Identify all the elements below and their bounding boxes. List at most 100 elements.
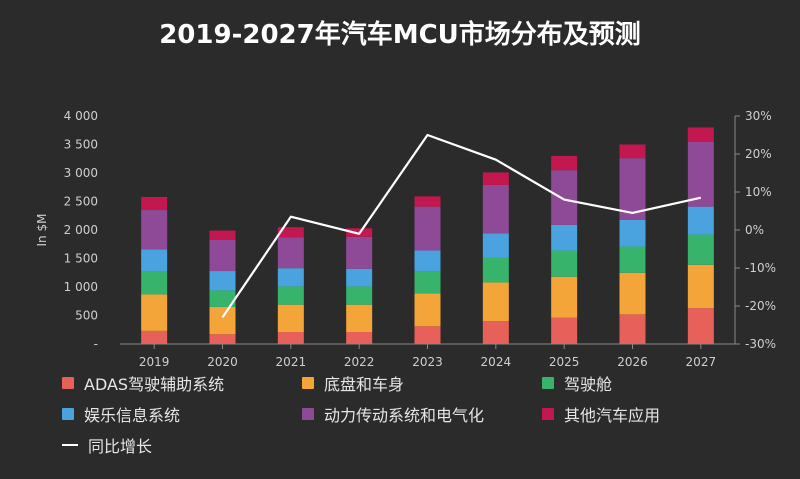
bar-6 bbox=[209, 230, 236, 240]
legend-item: ADAS驾驶辅助系统 bbox=[62, 372, 302, 394]
x-tick-label: 2020 bbox=[207, 355, 238, 369]
legend-swatch bbox=[542, 377, 554, 389]
bar-4 bbox=[551, 224, 578, 251]
bar-6 bbox=[482, 172, 509, 185]
bar-6 bbox=[619, 144, 646, 159]
legend-item: 底盘和车身 bbox=[302, 372, 542, 394]
y-tick-label: 2 000 bbox=[64, 223, 98, 237]
bar-2 bbox=[209, 306, 236, 335]
x-tick-label: 2027 bbox=[686, 355, 717, 369]
legend-label: 同比增长 bbox=[88, 437, 153, 456]
legend-swatch bbox=[302, 377, 314, 389]
bar-4 bbox=[687, 206, 714, 235]
bar-5 bbox=[482, 184, 509, 234]
chart-title: 2019-2027年汽车MCU市场分布及预测 bbox=[159, 20, 641, 50]
y2-tick-label: 0% bbox=[745, 223, 764, 237]
legend-item: 同比增长 bbox=[62, 434, 302, 456]
bar-1 bbox=[209, 334, 236, 344]
bar-2 bbox=[619, 272, 646, 315]
bar-5 bbox=[209, 239, 236, 272]
bar-5 bbox=[619, 158, 646, 220]
legend-item: 娱乐信息系统 bbox=[62, 403, 302, 425]
bar-3 bbox=[346, 286, 373, 305]
bar-2 bbox=[687, 264, 714, 309]
growth-line bbox=[221, 133, 702, 319]
bar-3 bbox=[209, 290, 236, 307]
legend-item: 动力传动系统和电气化 bbox=[302, 403, 542, 425]
bar-2 bbox=[551, 276, 578, 318]
bar-4 bbox=[346, 268, 373, 287]
bar-4 bbox=[141, 249, 168, 272]
bar-5 bbox=[141, 210, 168, 250]
y-tick-label: 4 000 bbox=[64, 109, 98, 123]
legend-swatch bbox=[542, 408, 554, 420]
bar-4 bbox=[209, 271, 236, 291]
legend-label: 驾驶舱 bbox=[564, 375, 613, 394]
bar-3 bbox=[551, 250, 578, 277]
x-tick-label: 2026 bbox=[617, 355, 648, 369]
y2-tick-label: 10% bbox=[745, 185, 772, 199]
legend-line-swatch bbox=[62, 444, 78, 446]
bar-1 bbox=[619, 314, 646, 344]
bar-1 bbox=[414, 326, 441, 344]
bar-6 bbox=[141, 196, 168, 211]
legend-item: 其他汽车应用 bbox=[542, 403, 762, 425]
legend-label: 底盘和车身 bbox=[324, 375, 405, 394]
bar-6 bbox=[687, 127, 714, 142]
x-tick-label: 2019 bbox=[139, 355, 170, 369]
y2-tick-label: -20% bbox=[745, 299, 776, 313]
y-tick-label: 3 500 bbox=[64, 138, 98, 152]
legend-label: ADAS驾驶辅助系统 bbox=[84, 375, 225, 394]
bar-1 bbox=[141, 330, 168, 344]
bar-1 bbox=[687, 308, 714, 344]
bar-3 bbox=[482, 257, 509, 283]
y2-tick-label: -30% bbox=[745, 337, 776, 351]
bar-4 bbox=[277, 268, 304, 287]
y2-tick-label: 30% bbox=[745, 109, 772, 123]
bar-5 bbox=[346, 236, 373, 269]
y2-tick-label: 20% bbox=[745, 147, 772, 161]
legend-label: 其他汽车应用 bbox=[564, 406, 661, 425]
bar-2 bbox=[414, 293, 441, 327]
bar-4 bbox=[482, 233, 509, 258]
bar-5 bbox=[551, 170, 578, 225]
chart-legend: ADAS驾驶辅助系统 底盘和车身 驾驶舱娱乐信息系统 动力传动系统和电气化 其他汽车应用… bbox=[62, 372, 762, 456]
bar-6 bbox=[277, 227, 304, 238]
y-tick-label: 3 000 bbox=[64, 166, 98, 180]
bar-1 bbox=[482, 321, 509, 344]
legend-swatch bbox=[62, 377, 74, 389]
y2-tick-label: -10% bbox=[745, 261, 776, 275]
x-tick-label: 2021 bbox=[276, 355, 307, 369]
bar-5 bbox=[687, 141, 714, 207]
bar-2 bbox=[482, 282, 509, 322]
x-tick-label: 2025 bbox=[549, 355, 580, 369]
legend-label: 动力传动系统和电气化 bbox=[324, 406, 485, 425]
bar-1 bbox=[277, 332, 304, 344]
bar-4 bbox=[619, 219, 646, 247]
bar-3 bbox=[277, 286, 304, 305]
bar-2 bbox=[277, 304, 304, 333]
bar-5 bbox=[414, 206, 441, 251]
bar-3 bbox=[687, 234, 714, 265]
y-axis-label: In $M bbox=[35, 214, 49, 247]
y-tick-label: - bbox=[94, 337, 98, 351]
bar-3 bbox=[619, 246, 646, 273]
bar-2 bbox=[141, 294, 168, 331]
bar-6 bbox=[414, 196, 441, 207]
bar-3 bbox=[414, 271, 441, 294]
x-tick-label: 2022 bbox=[344, 355, 375, 369]
bar-1 bbox=[346, 332, 373, 344]
bar-3 bbox=[141, 271, 168, 295]
y-tick-label: 1 000 bbox=[64, 280, 98, 294]
legend-item: 驾驶舱 bbox=[542, 372, 762, 394]
bar-6 bbox=[551, 155, 578, 171]
y-tick-label: 500 bbox=[75, 309, 98, 323]
bar-2 bbox=[346, 304, 373, 333]
bar-1 bbox=[551, 317, 578, 344]
x-tick-label: 2023 bbox=[412, 355, 443, 369]
bar-4 bbox=[414, 250, 441, 272]
legend-swatch bbox=[302, 408, 314, 420]
y-tick-label: 1 500 bbox=[64, 252, 98, 266]
